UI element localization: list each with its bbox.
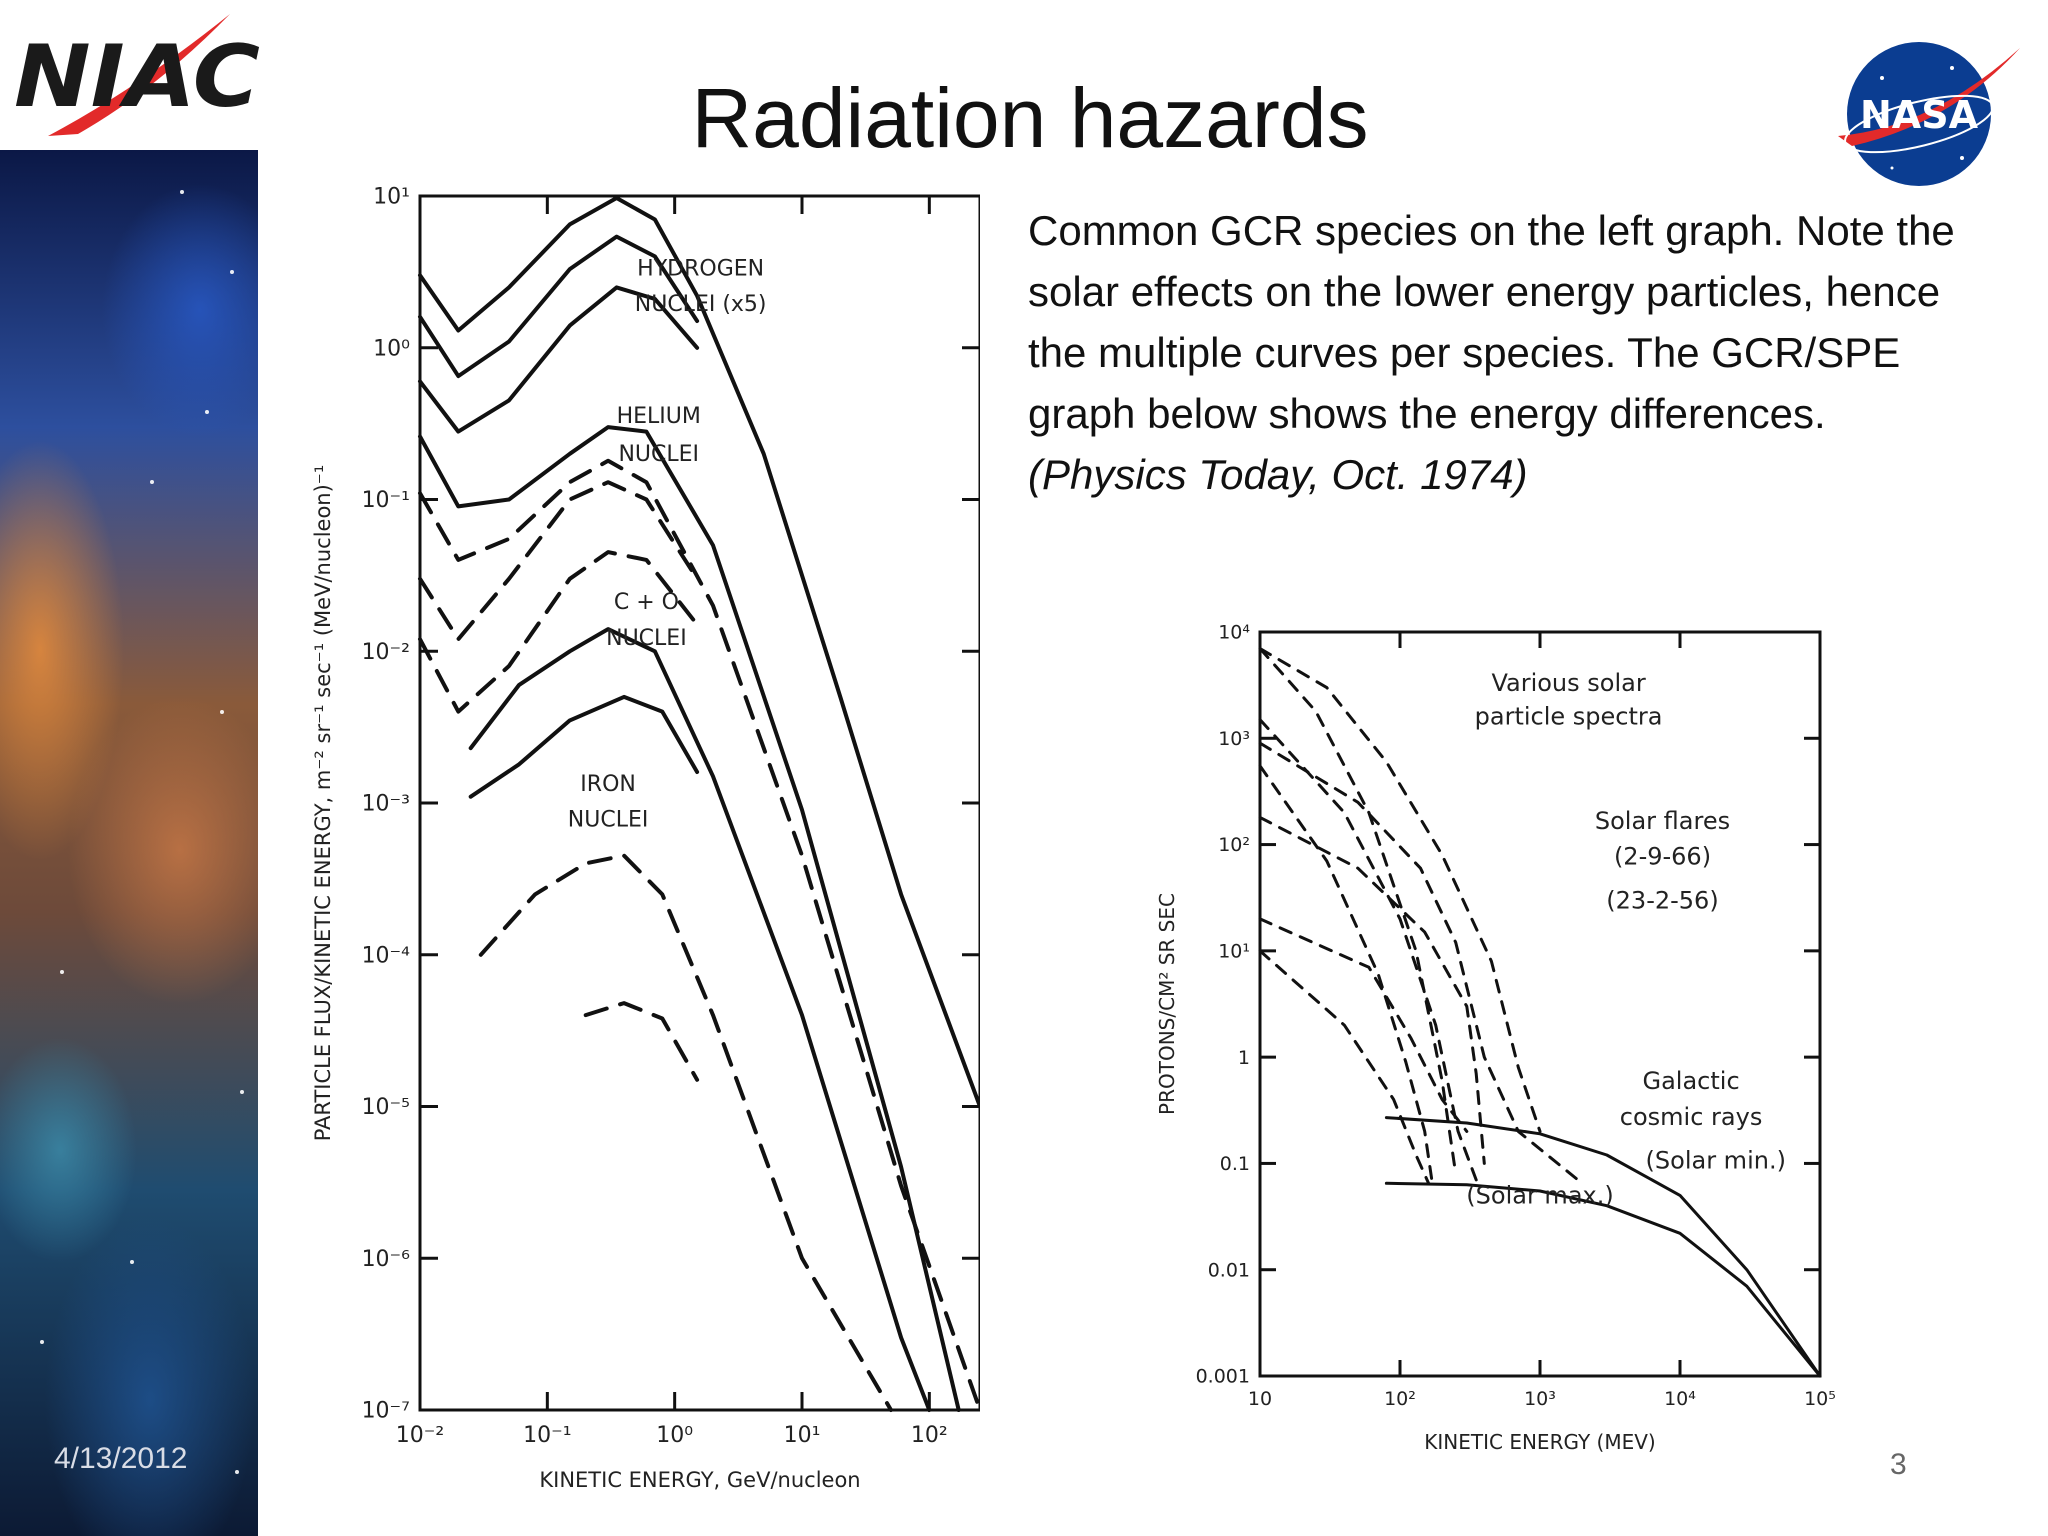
series-line xyxy=(1258,741,1584,1185)
x-tick-label: 10² xyxy=(911,1423,948,1448)
y-tick-label: 10⁻³ xyxy=(362,792,410,817)
chart-annotation: particle spectra xyxy=(1475,702,1663,730)
description-text: Common GCR species on the left graph. No… xyxy=(1028,207,1955,437)
chart-annotation: (23-2-56) xyxy=(1606,887,1718,915)
y-tick-label: 10¹ xyxy=(373,185,410,210)
nasa-logo-text: NASA xyxy=(1860,93,1979,137)
series-line xyxy=(418,550,700,714)
series-line xyxy=(1258,815,1486,1165)
y-tick-label: 10⁻⁴ xyxy=(362,943,411,968)
citation-text: (Physics Today, Oct. 1974) xyxy=(1028,451,1528,498)
page-number: 3 xyxy=(1890,1448,1907,1481)
chart-annotation: NUCLEI (x5) xyxy=(635,292,767,317)
space-nebula-image xyxy=(0,150,258,1536)
y-tick-label: 10⁰ xyxy=(373,336,410,361)
chart-annotation: HELIUM xyxy=(617,404,701,429)
chart-annotation: (2-9-66) xyxy=(1614,842,1711,870)
x-tick-label: 10³ xyxy=(1524,1388,1556,1410)
plot-frame xyxy=(418,194,980,1412)
chart-annotation: IRON xyxy=(580,772,636,797)
niac-logo-text: NIAC xyxy=(14,27,260,127)
chart-annotation: HYDROGEN xyxy=(637,256,764,281)
slide-description: Common GCR species on the left graph. No… xyxy=(1028,200,1988,505)
gcr-species-chart: 10⁻² 10⁻¹ 10⁰ 10¹ 10² 10⁻⁷ 10⁻⁶ 10⁻⁵ 10⁻⁴ 10⁻³ 10⁻… xyxy=(311,185,980,1490)
series-line xyxy=(418,458,980,1412)
series-line xyxy=(1258,718,1478,1182)
y-tick-label: 10⁴ xyxy=(1218,622,1250,644)
y-tick-label: 1 xyxy=(1238,1047,1250,1069)
series-line xyxy=(418,480,700,642)
slide-title: Radiation hazards xyxy=(691,71,1369,165)
series-line xyxy=(1258,647,1542,1133)
chart-annotation: Solar flares xyxy=(1595,807,1730,835)
niac-logo: NIAC xyxy=(14,14,260,136)
y-tick-label: 10⁻⁶ xyxy=(362,1247,411,1272)
y-axis-label: PARTICLE FLUX/KINETIC ENERGY, m⁻² sr⁻¹ s… xyxy=(311,465,335,1142)
nasa-logo: NASA xyxy=(1838,42,2020,186)
chart-annotation: Various solar xyxy=(1491,669,1645,697)
x-tick-label: 10⁵ xyxy=(1804,1388,1836,1410)
y-tick-label: 10⁻² xyxy=(362,640,410,665)
y-tick-label: 10³ xyxy=(1218,728,1250,750)
series-line xyxy=(1258,764,1434,1185)
y-tick-label: 10⁻¹ xyxy=(362,488,410,513)
series-line xyxy=(418,425,961,1412)
chart-annotation: (Solar min.) xyxy=(1646,1146,1786,1174)
series-line xyxy=(468,627,932,1412)
series-line xyxy=(1384,1181,1822,1378)
series-line xyxy=(478,853,893,1412)
slide-date: 4/13/2012 xyxy=(54,1442,188,1475)
plot-frame xyxy=(1258,630,1822,1378)
chart-annotation: C + O xyxy=(614,590,679,615)
x-axis-label: KINETIC ENERGY, GeV/nucleon xyxy=(539,1468,860,1490)
y-axis-label: PROTONS/CM² SR SEC xyxy=(1155,893,1179,1115)
series-line xyxy=(1258,949,1431,1185)
x-tick-label: 10⁴ xyxy=(1664,1388,1696,1410)
x-axis-label: KINETIC ENERGY (MEV) xyxy=(1424,1430,1655,1454)
chart-annotation: cosmic rays xyxy=(1620,1103,1763,1131)
series-line xyxy=(418,285,700,434)
gcr-spe-chart: 10 10² 10³ 10⁴ 10⁵ 0.001 0.01 0.1 1 10¹ 10² 10³ 10⁴ V… xyxy=(1155,622,1836,1454)
y-tick-label: 10² xyxy=(1218,834,1250,856)
x-tick-label: 10⁻² xyxy=(396,1423,444,1448)
x-tick-label: 10² xyxy=(1384,1388,1416,1410)
x-tick-label: 10⁻¹ xyxy=(523,1423,571,1448)
x-tick-label: 10¹ xyxy=(784,1423,821,1448)
y-tick-label: 0.01 xyxy=(1208,1259,1250,1281)
y-tick-label: 0.1 xyxy=(1220,1153,1250,1175)
series-line xyxy=(1258,647,1458,1176)
y-tick-label: 10⁻⁵ xyxy=(362,1095,410,1120)
series-line xyxy=(583,1001,700,1082)
chart-annotation: NUCLEI xyxy=(568,808,649,833)
x-tick-label: 10⁰ xyxy=(656,1423,693,1448)
series-line xyxy=(468,694,700,799)
series-line xyxy=(418,234,700,379)
y-tick-label: 0.001 xyxy=(1196,1366,1250,1388)
chart-annotation: Galactic xyxy=(1643,1067,1740,1095)
x-tick-label: 10 xyxy=(1248,1388,1272,1410)
series-line xyxy=(1384,1116,1822,1378)
series-line xyxy=(1258,917,1469,1133)
chart-annotation: (Solar max.) xyxy=(1466,1181,1613,1209)
chart-annotation: NUCLEI xyxy=(618,442,699,467)
chart-annotation: NUCLEI xyxy=(606,626,687,651)
y-tick-label: 10⁻⁷ xyxy=(362,1399,410,1424)
y-tick-label: 10¹ xyxy=(1218,941,1250,963)
series-line xyxy=(418,196,980,1109)
